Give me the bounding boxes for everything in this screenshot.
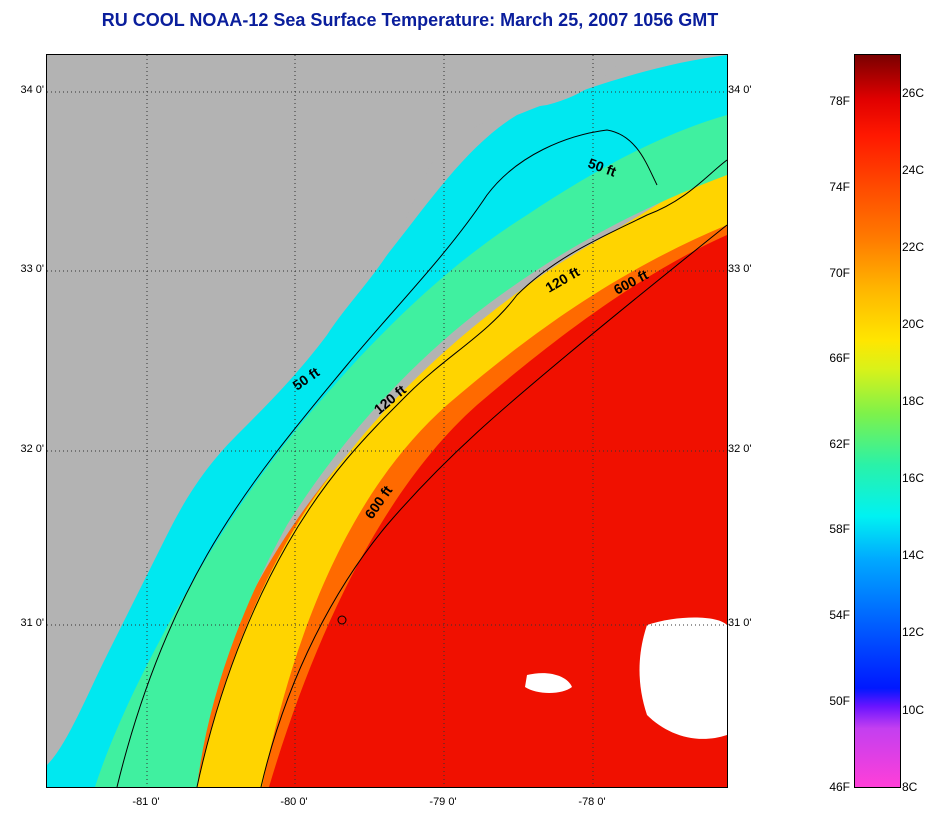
colorbar-c-16: 16C [902, 471, 925, 485]
gulf-stream-region [257, 215, 727, 787]
contour-120ft [196, 159, 727, 787]
colorbar-f-78: 78F [829, 94, 850, 108]
colorbar-f-54: 54F [829, 608, 850, 622]
lat-label-34: 34 0' [20, 84, 44, 96]
station-marker[interactable] [337, 615, 347, 625]
lon-label-80: -80 0' [280, 796, 308, 808]
cloud-patch [639, 617, 727, 739]
lat-label-33: 33 0' [20, 263, 44, 275]
graticule [47, 55, 727, 787]
colorbar-c-14: 14C [902, 548, 925, 562]
lat-label-33-right: 33 0' [728, 263, 752, 275]
temperature-colorbar [854, 54, 901, 788]
colorbar-f-74: 74F [829, 180, 850, 194]
colorbar-f-66: 66F [829, 351, 850, 365]
sst-map-canvas: 50 ft 50 ft 120 ft 120 ft 600 ft 600 ft [47, 55, 727, 787]
colorbar-f-50: 50F [829, 694, 850, 708]
colorbar-c-26: 26C [902, 86, 925, 100]
lon-label-79: -79 0' [429, 796, 457, 808]
cold-shelf-region [47, 55, 727, 787]
colorbar-f-58: 58F [829, 522, 850, 536]
lat-label-34-right: 34 0' [728, 84, 752, 96]
colorbar-c-22: 22C [902, 240, 925, 254]
colorbar-c-10: 10C [902, 703, 925, 717]
colorbar-c-24: 24C [902, 163, 925, 177]
colorbar-c-18: 18C [902, 394, 925, 408]
coastline-land [47, 55, 627, 765]
colorbar-c-12: 12C [902, 625, 925, 639]
nearshore-region [87, 55, 727, 787]
contour-600ft [260, 224, 727, 787]
lat-label-31-right: 31 0' [728, 617, 752, 629]
colorbar-f-46: 46F [829, 780, 850, 794]
contour-50ft [116, 129, 658, 787]
sst-map[interactable]: 50 ft 50 ft 120 ft 120 ft 600 ft 600 ft [46, 54, 728, 788]
mid-shelf-region [197, 165, 727, 787]
transition-band-region [177, 205, 727, 787]
lat-label-32-right: 32 0' [728, 443, 752, 455]
lon-label-81: -81 0' [132, 796, 160, 808]
colorbar-c-8: 8C [902, 780, 918, 794]
lat-label-32: 32 0' [20, 443, 44, 455]
map-title: RU COOL NOAA-12 Sea Surface Temperature:… [101, 10, 719, 30]
lat-label-31: 31 0' [20, 617, 44, 629]
cloud-patch-2 [525, 673, 572, 693]
colorbar-c-20: 20C [902, 317, 925, 331]
colorbar-f-70: 70F [829, 266, 850, 280]
lon-label-78: -78 0' [578, 796, 606, 808]
colorbar-f-62: 62F [829, 437, 850, 451]
